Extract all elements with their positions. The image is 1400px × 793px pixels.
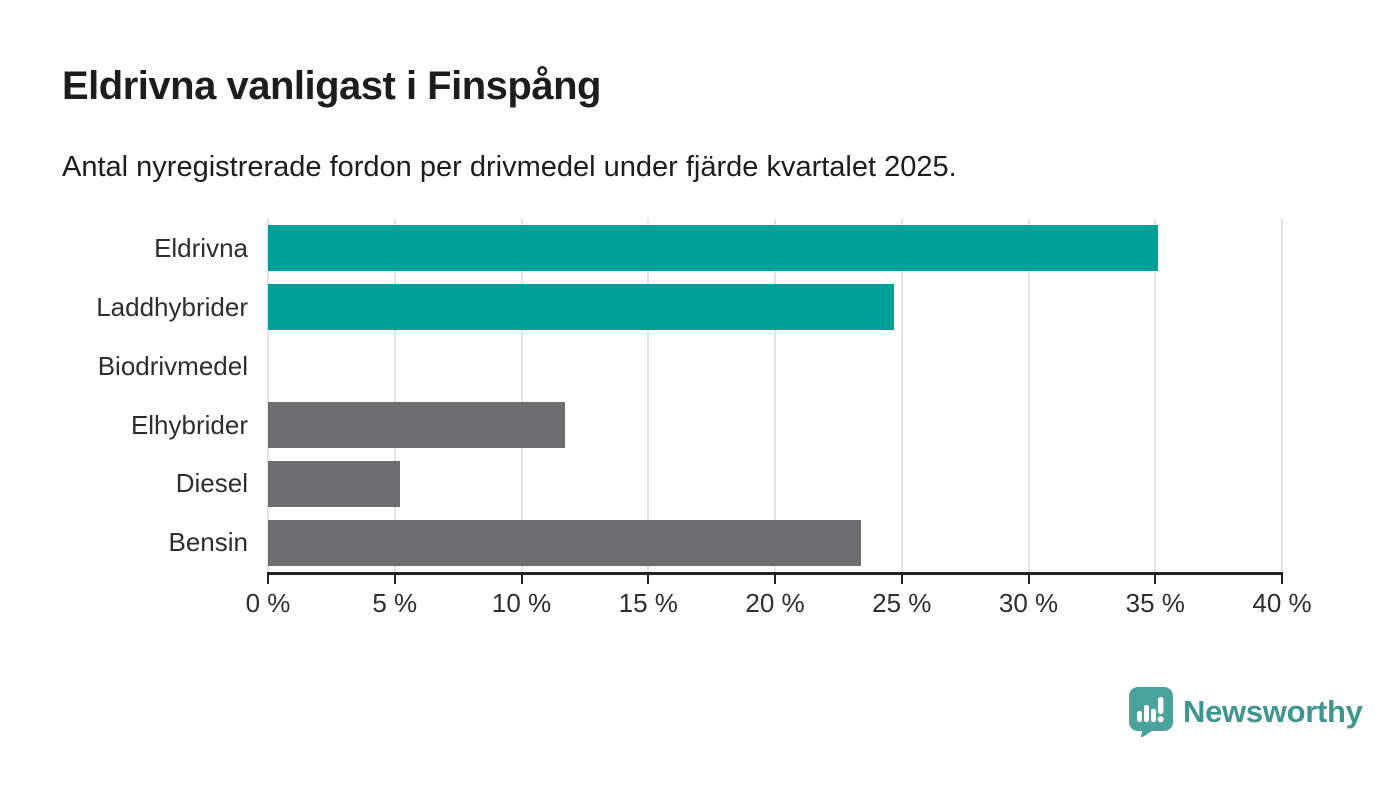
gridline	[393, 219, 396, 572]
x-axis-tick	[900, 572, 903, 584]
x-axis-tick	[1027, 572, 1030, 584]
x-axis-line	[267, 572, 1283, 575]
newsworthy-logo: Newsworthy	[1128, 686, 1363, 737]
x-axis-tick	[774, 572, 776, 584]
gridline	[1027, 219, 1030, 572]
gridline	[647, 219, 650, 572]
gridline	[520, 219, 523, 572]
category-label: Laddhybrider	[96, 291, 248, 322]
category-label: Biodrivmedel	[97, 350, 248, 381]
x-axis-tick	[520, 572, 523, 584]
x-axis-tick	[1154, 572, 1157, 584]
bar	[268, 460, 400, 507]
x-tick-label: 25 %	[872, 588, 932, 618]
bar	[268, 284, 895, 331]
x-axis-tick	[393, 572, 396, 584]
gridline	[900, 219, 903, 572]
gridline	[267, 219, 269, 572]
x-tick-label: 0 %	[245, 588, 291, 618]
gridline	[1154, 219, 1157, 572]
x-axis-tick	[647, 572, 650, 584]
category-label: Bensin	[168, 527, 249, 558]
chart-title: Eldrivna vanligast i Finspång	[62, 64, 601, 108]
category-label: Elhybrider	[130, 409, 248, 440]
x-tick-label: 40 %	[1252, 588, 1312, 618]
newsworthy-logo-text: Newsworthy	[1183, 693, 1363, 729]
x-tick-label: 20 %	[745, 588, 805, 618]
x-tick-label: 10 %	[491, 588, 552, 618]
category-label: Diesel	[175, 468, 248, 499]
x-axis-tick	[1281, 572, 1283, 584]
x-tick-label: 5 %	[372, 588, 418, 618]
bar	[268, 401, 565, 448]
x-tick-label: 30 %	[998, 588, 1059, 618]
x-tick-label: 15 %	[618, 588, 678, 618]
chart-subtitle: Antal nyregistrerade fordon per drivmede…	[62, 151, 957, 183]
gridline	[1281, 219, 1283, 572]
bar	[268, 519, 862, 566]
category-label: Eldrivna	[154, 233, 248, 263]
gridline	[774, 219, 776, 572]
x-axis-tick	[267, 572, 269, 584]
bar	[268, 225, 1158, 272]
x-tick-label: 35 %	[1125, 588, 1185, 618]
newsworthy-icon	[1128, 686, 1174, 737]
